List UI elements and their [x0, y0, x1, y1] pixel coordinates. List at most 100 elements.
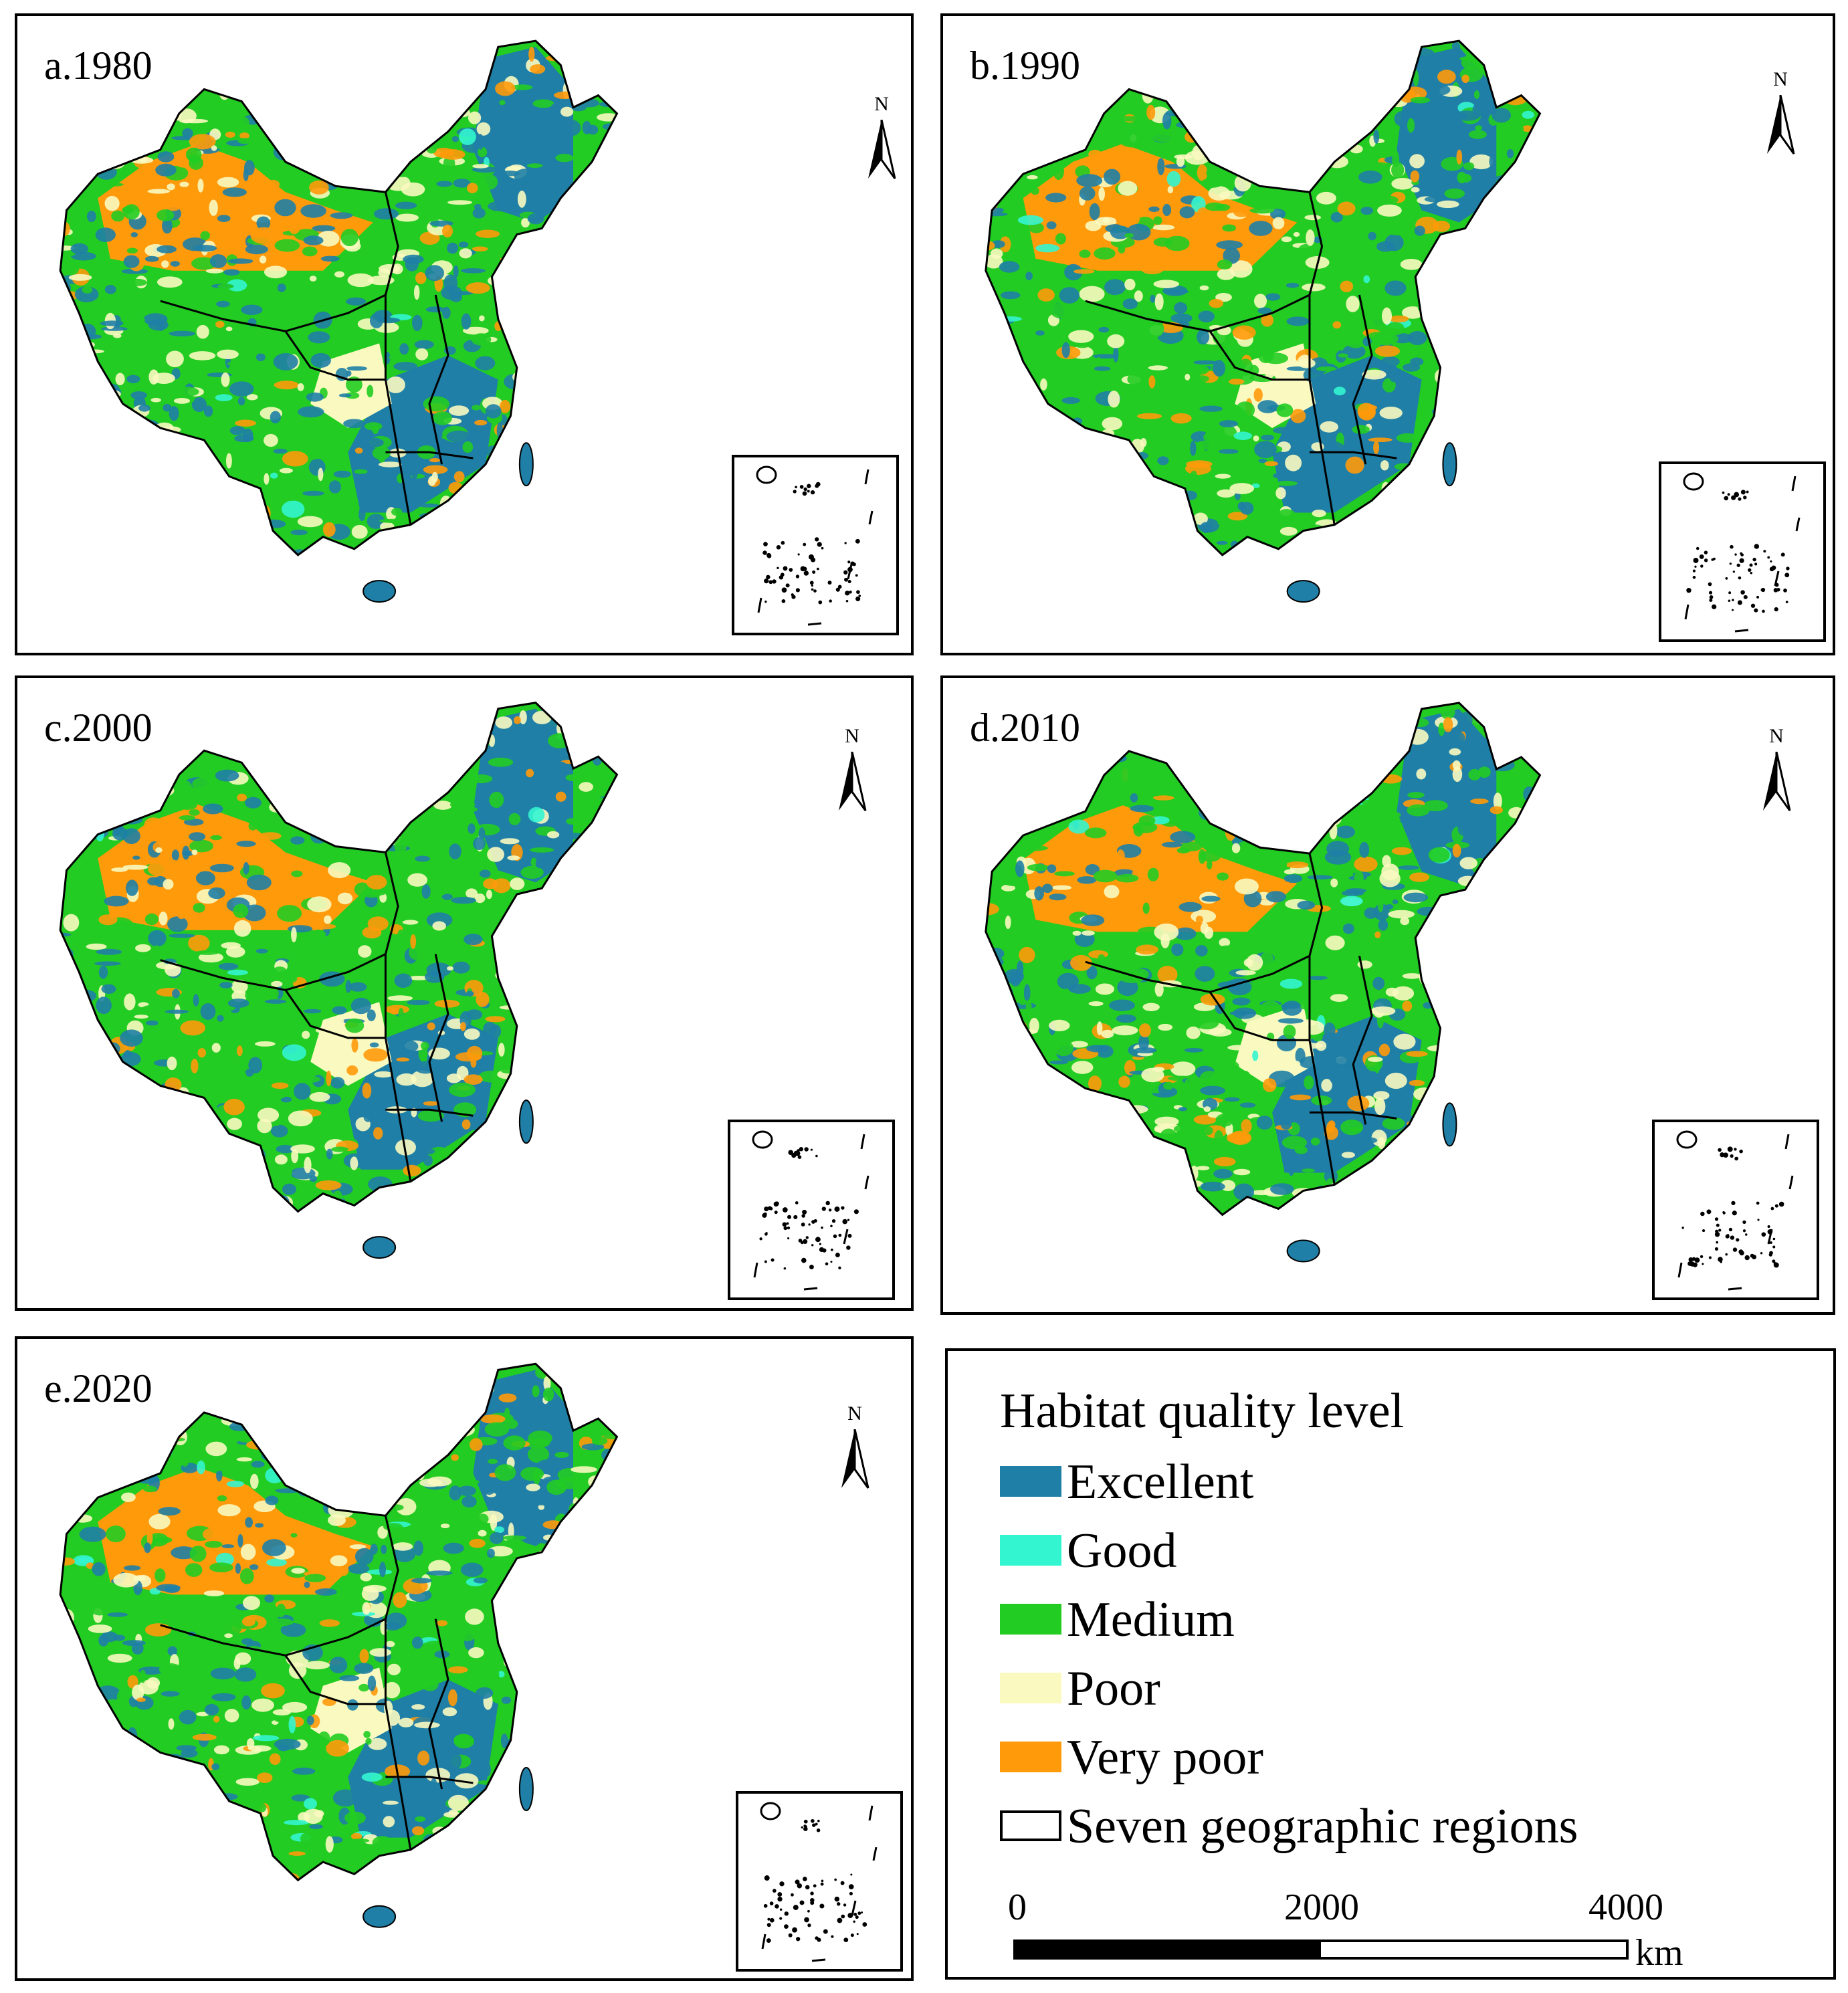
habitat-patch	[1524, 806, 1540, 811]
habitat-patch	[1138, 1034, 1149, 1051]
habitat-patch	[393, 362, 417, 371]
habitat-patch	[617, 957, 625, 973]
habitat-patch	[555, 905, 567, 921]
habitat-patch	[60, 856, 75, 869]
habitat-patch	[1062, 1248, 1069, 1258]
habitat-patch	[985, 141, 997, 156]
habitat-patch	[1457, 892, 1465, 899]
habitat-patch	[1502, 243, 1517, 249]
habitat-patch	[182, 43, 199, 60]
habitat-patch	[1023, 463, 1033, 481]
habitat-patch	[1483, 908, 1493, 924]
habitat-patch	[1309, 115, 1332, 130]
habitat-patch	[451, 1266, 461, 1282]
habitat-patch	[1147, 867, 1159, 881]
habitat-patch	[1119, 134, 1145, 148]
habitat-patch	[1440, 821, 1454, 828]
habitat-patch	[345, 980, 352, 993]
habitat-patch	[530, 1789, 554, 1804]
habitat-patch	[1563, 490, 1577, 505]
habitat-patch	[1487, 1190, 1513, 1207]
habitat-patch	[985, 969, 999, 975]
habitat-patch	[479, 1139, 500, 1155]
habitat-patch	[31, 516, 41, 526]
habitat-patch	[135, 514, 161, 519]
habitat-patch	[60, 844, 70, 859]
habitat-patch	[326, 1070, 332, 1087]
habitat-patch	[1017, 99, 1043, 112]
habitat-patch	[77, 1085, 87, 1101]
habitat-patch	[554, 1257, 575, 1267]
habitat-patch	[1208, 186, 1231, 201]
habitat-patch	[267, 1386, 276, 1394]
habitat-patch	[199, 735, 212, 742]
inset-island	[1772, 1245, 1776, 1249]
habitat-patch	[334, 1017, 344, 1025]
habitat-patch	[1366, 713, 1387, 729]
habitat-patch	[1542, 1245, 1552, 1262]
habitat-patch	[1324, 706, 1338, 714]
habitat-patch	[1457, 589, 1471, 602]
habitat-patch	[609, 719, 617, 730]
inset-island	[1728, 1227, 1733, 1232]
inset-island	[1713, 557, 1716, 560]
habitat-patch	[166, 350, 184, 368]
habitat-patch	[551, 761, 567, 771]
habitat-patch	[153, 1120, 179, 1129]
habitat-patch	[421, 884, 431, 899]
habitat-patch	[367, 1199, 382, 1209]
habitat-patch	[619, 944, 636, 954]
habitat-patch	[517, 1224, 540, 1236]
habitat-patch	[1027, 530, 1035, 535]
habitat-patch	[1018, 1079, 1035, 1093]
habitat-patch	[213, 1250, 226, 1258]
habitat-patch	[1100, 1116, 1111, 1133]
habitat-patch	[1257, 775, 1272, 781]
habitat-patch	[636, 766, 655, 783]
habitat-patch	[255, 735, 274, 748]
habitat-patch	[569, 539, 585, 555]
habitat-patch	[1343, 704, 1350, 709]
region-border	[384, 191, 412, 525]
habitat-patch	[1440, 591, 1448, 605]
habitat-patch	[1554, 850, 1572, 859]
habitat-patch	[1511, 704, 1518, 716]
habitat-patch	[255, 934, 268, 940]
habitat-patch	[448, 405, 470, 416]
habitat-patch	[1263, 829, 1288, 847]
habitat-patch	[584, 64, 604, 74]
habitat-patch	[555, 791, 567, 802]
habitat-patch	[134, 490, 158, 502]
habitat-patch	[1207, 744, 1223, 753]
habitat-patch	[66, 1275, 86, 1287]
habitat-patch	[1007, 366, 1015, 372]
habitat-patch	[215, 320, 225, 328]
habitat-patch	[452, 961, 470, 974]
inset-island	[831, 1219, 836, 1223]
inset-island	[1725, 577, 1728, 580]
habitat-patch	[114, 778, 137, 783]
habitat-patch	[1334, 1271, 1349, 1278]
habitat-patch	[217, 1168, 244, 1180]
habitat-patch	[225, 131, 235, 138]
habitat-patch	[1056, 92, 1063, 108]
habitat-patch	[1516, 922, 1538, 936]
habitat-patch	[191, 454, 217, 468]
habitat-patch	[964, 949, 972, 959]
habitat-patch	[64, 398, 84, 411]
inset-island	[772, 579, 777, 584]
habitat-patch	[961, 104, 971, 115]
habitat-patch	[228, 41, 234, 46]
habitat-patch	[308, 331, 330, 344]
habitat-patch	[414, 340, 434, 349]
habitat-patch	[590, 849, 602, 857]
habitat-patch	[619, 428, 634, 438]
habitat-patch	[282, 500, 305, 518]
habitat-patch	[1017, 215, 1043, 225]
habitat-patch	[1021, 388, 1033, 400]
habitat-patch	[1201, 625, 1209, 631]
habitat-patch	[209, 1275, 235, 1282]
habitat-patch	[1490, 806, 1503, 815]
inset-island	[855, 596, 861, 601]
habitat-patch	[646, 411, 659, 420]
